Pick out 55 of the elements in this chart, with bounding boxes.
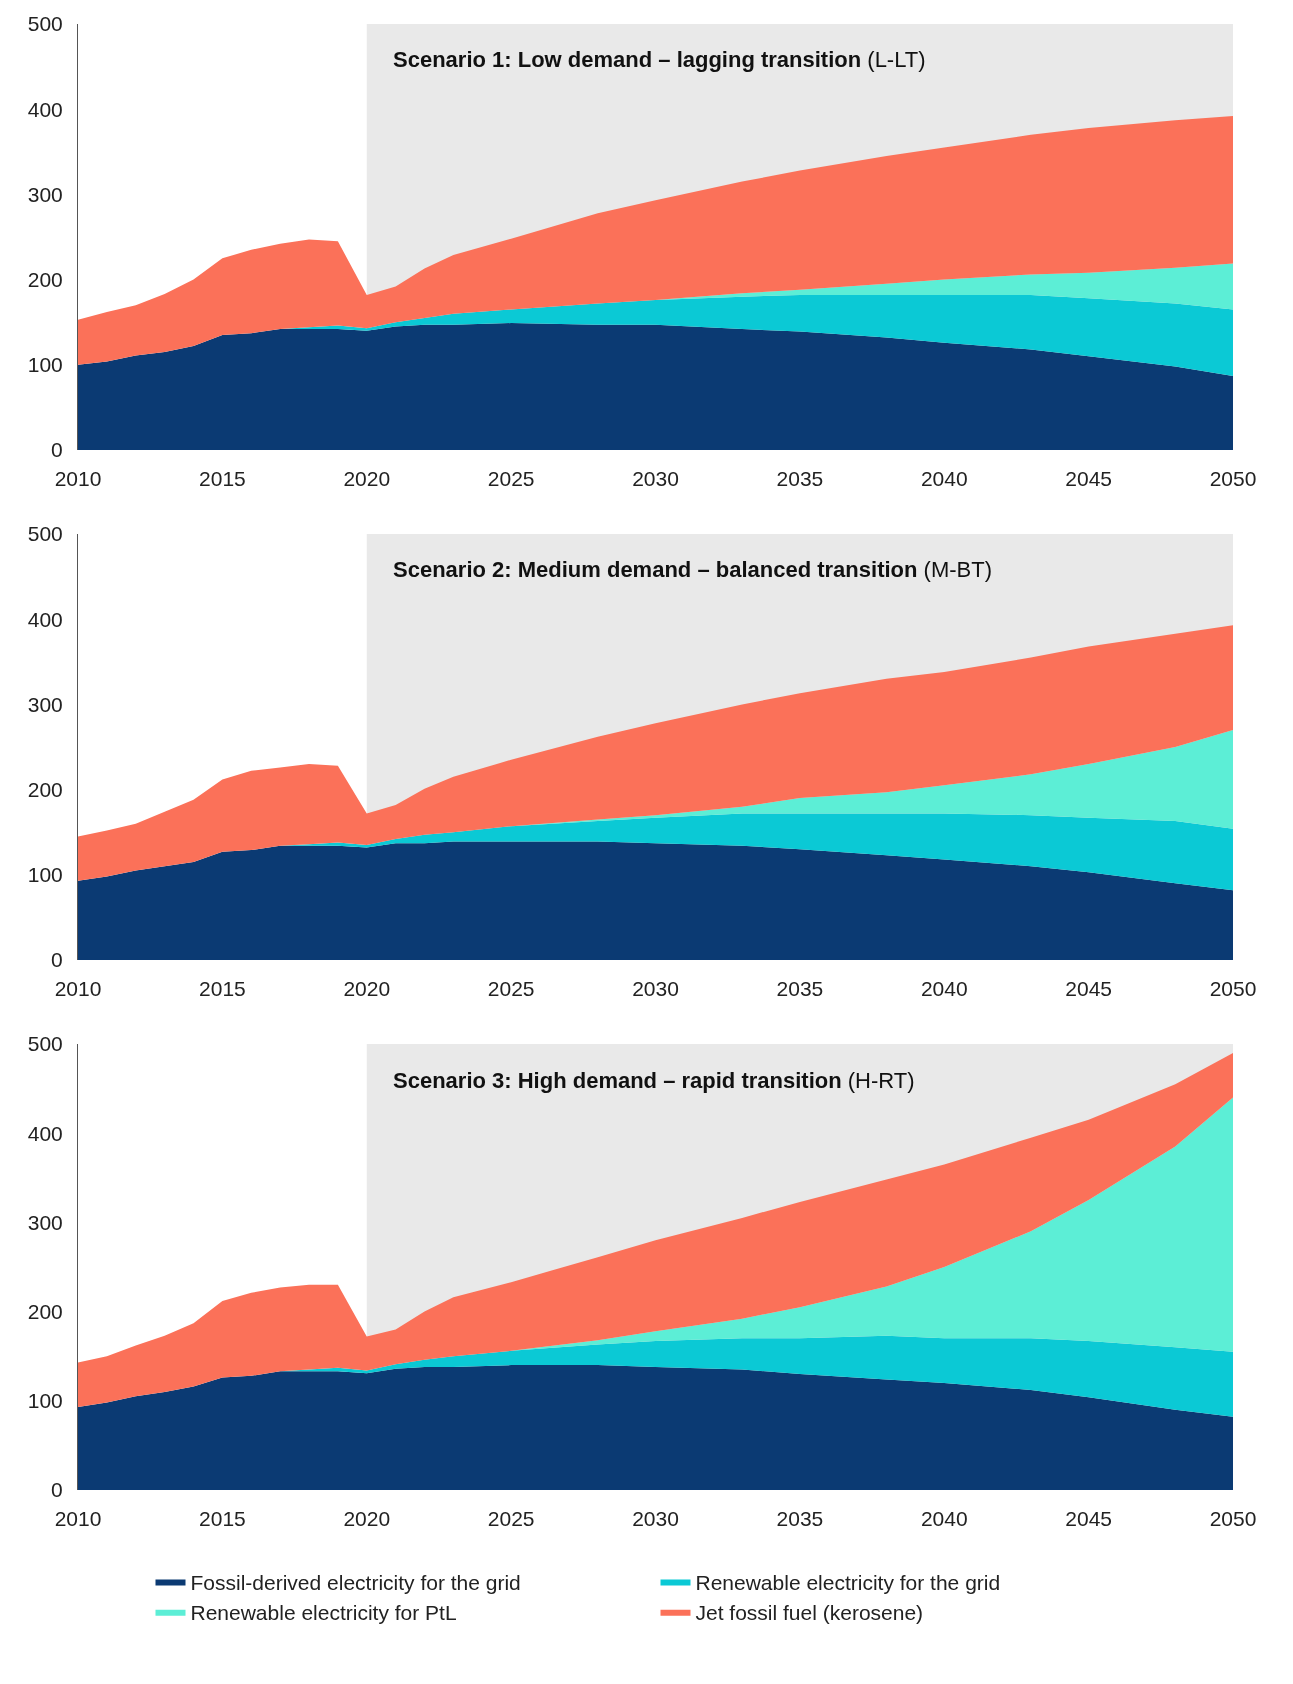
- x-tick-label: 2020: [343, 1507, 391, 1530]
- text: Scenario 2: Medium demand – balanced transition: [393, 557, 918, 582]
- text: (L-LT): [867, 47, 926, 72]
- x-tick-label: 2025: [487, 1507, 535, 1530]
- y-tick-label: 300: [27, 182, 63, 206]
- x-tick-label: 2020: [343, 977, 391, 1000]
- x-tick-label: 2040: [920, 467, 968, 490]
- y-tick-label: 500: [27, 522, 63, 546]
- text: Scenario 1: Low demand – lagging transition: [393, 47, 862, 72]
- x-tick-label: 2045: [1065, 467, 1112, 490]
- y-tick-label: 100: [27, 353, 63, 377]
- x-tick-label: 2045: [1065, 1507, 1112, 1530]
- x-tick-label: 2025: [487, 467, 535, 490]
- y-tick-label: 0: [51, 1478, 63, 1502]
- y-tick-label: 0: [51, 438, 63, 462]
- x-tick-label: 2020: [343, 467, 391, 490]
- y-tick-label: 400: [27, 97, 63, 121]
- y-tick-label: 100: [27, 1389, 63, 1413]
- legend-label: Renewable electricity for the grid: [695, 1570, 1001, 1594]
- x-tick-label: 2045: [1065, 977, 1112, 1000]
- x-tick-label: 2025: [487, 977, 535, 1000]
- text: Scenario 3: High demand – rapid transition: [393, 1068, 842, 1093]
- x-tick-label: 2050: [1209, 977, 1257, 1000]
- y-tick-label: 100: [27, 863, 63, 887]
- x-tick-label: 2040: [920, 977, 968, 1000]
- y-tick-label: 500: [27, 12, 63, 36]
- y-tick-label: 300: [27, 692, 63, 716]
- x-tick-label: 2010: [54, 977, 102, 1000]
- y-tick-label: 200: [27, 1299, 63, 1323]
- x-tick-label: 2030: [632, 1507, 679, 1530]
- x-tick-label: 2030: [632, 977, 679, 1000]
- x-tick-label: 2035: [776, 1507, 824, 1530]
- x-tick-label: 2010: [54, 467, 102, 490]
- x-tick-label: 2015: [199, 467, 246, 490]
- x-tick-label: 2035: [776, 467, 824, 490]
- x-tick-label: 2015: [199, 1507, 246, 1530]
- x-tick-label: 2030: [632, 467, 679, 490]
- text: (H-RT): [847, 1068, 915, 1093]
- y-tick-label: 400: [27, 1121, 63, 1145]
- y-tick-label: 300: [27, 1210, 63, 1234]
- y-tick-label: 400: [27, 607, 63, 631]
- x-tick-label: 2040: [920, 1507, 968, 1530]
- y-tick-label: 200: [27, 777, 63, 801]
- x-tick-label: 2050: [1209, 467, 1257, 490]
- text: (M-BT): [923, 557, 992, 582]
- y-tick-label: 500: [27, 1032, 63, 1056]
- x-tick-label: 2035: [776, 977, 824, 1000]
- x-tick-label: 2010: [54, 1507, 102, 1530]
- x-tick-label: 2050: [1209, 1507, 1257, 1530]
- y-tick-label: 200: [27, 267, 63, 291]
- x-tick-label: 2015: [199, 977, 246, 1000]
- legend-label: Fossil-derived electricity for the grid: [190, 1570, 521, 1594]
- y-tick-label: 0: [51, 948, 63, 972]
- legend-label: Jet fossil fuel (kerosene): [695, 1601, 924, 1624]
- legend-label: Renewable electricity for PtL: [190, 1601, 457, 1624]
